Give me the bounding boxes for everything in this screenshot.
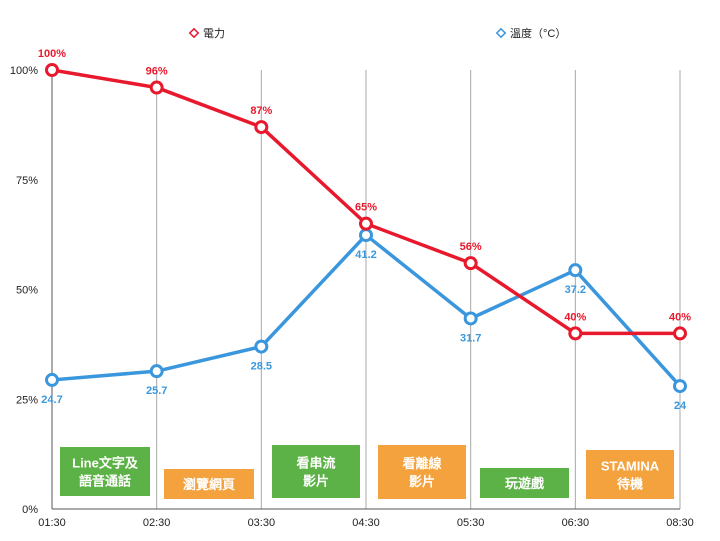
data-label-power: 87% — [250, 105, 272, 117]
data-label-power: 40% — [564, 311, 586, 323]
data-label-temperature: 41.2 — [355, 249, 376, 261]
data-point-temperature — [568, 263, 583, 278]
data-point-temperature — [463, 311, 478, 326]
x-tick-label: 05:30 — [457, 517, 485, 529]
legend-item-power: 電力 — [188, 27, 225, 40]
activity-box-bg — [60, 447, 150, 496]
data-point-temperature — [254, 339, 269, 354]
data-point-power — [568, 326, 583, 341]
y-tick-label: 25% — [16, 394, 38, 406]
legend-item-temperature: 溫度（°C） — [495, 26, 566, 40]
data-point-power — [463, 256, 478, 271]
series-layer: 24.7 25.7 28.5 41.2 31.7 37.2 24 100% 96% 87% 65% 5… — [38, 48, 691, 412]
activity-box: 玩遊戲 — [480, 468, 569, 498]
series-power: 100% 96% 87% 65% 56% 40% 40% — [38, 48, 691, 341]
x-tick-label: 01:30 — [38, 517, 66, 529]
data-point-power — [359, 216, 373, 231]
axes: 0% 25% 50% 75% 100% 01:30 02:30 03:30 04:30 05:30… — [10, 65, 694, 529]
data-label-power: 96% — [146, 66, 168, 78]
activity-box-bg — [272, 445, 360, 498]
activity-label: Line文字及 — [72, 456, 139, 471]
legend: 電力 溫度（°C） — [188, 26, 566, 40]
data-label-power: 100% — [38, 48, 66, 60]
x-tick-label: 04:30 — [352, 517, 380, 529]
activity-label: STAMINA — [601, 459, 660, 474]
legend-label-temperature: 溫度（°C） — [510, 26, 566, 40]
data-point-power — [673, 326, 687, 341]
legend-label-power: 電力 — [203, 27, 225, 40]
data-point-temperature — [149, 364, 164, 379]
activity-label: 瀏覽網頁 — [183, 477, 235, 492]
data-label-temperature: 31.7 — [460, 332, 481, 344]
data-label-temperature: 37.2 — [565, 284, 586, 296]
data-label-temperature: 24.7 — [41, 394, 62, 406]
activity-label: 語音通話 — [79, 474, 131, 489]
y-tick-label: 75% — [16, 175, 38, 187]
data-label-temperature: 28.5 — [251, 361, 272, 373]
legend-marker-power — [188, 27, 200, 39]
y-tick-label: 50% — [16, 285, 38, 297]
legend-marker-temperature — [495, 27, 507, 39]
grid-lines — [156, 70, 681, 509]
series-temperature: 24.7 25.7 28.5 41.2 31.7 37.2 24 — [41, 228, 687, 412]
x-tick-label: 02:30 — [143, 517, 171, 529]
data-point-temperature — [359, 228, 373, 243]
data-label-power: 56% — [460, 241, 482, 253]
activity-box-bg — [378, 445, 466, 499]
activity-box-bg — [586, 450, 674, 499]
data-label-temperature: 24 — [674, 400, 687, 412]
data-point-temperature — [673, 379, 687, 394]
y-tick-label: 100% — [10, 65, 38, 77]
activity-label: 影片 — [409, 474, 435, 489]
data-point-temperature — [45, 372, 59, 387]
y-tick-label: 0% — [22, 504, 38, 516]
data-label-power: 65% — [355, 202, 377, 214]
x-tick-label: 03:30 — [248, 517, 276, 529]
activity-box: 瀏覽網頁 — [164, 469, 254, 499]
data-point-power — [45, 63, 59, 77]
activity-box-bg — [164, 469, 254, 499]
data-point-power — [149, 80, 164, 95]
data-point-power — [254, 120, 269, 135]
activity-box: STAMINA 待機 — [586, 450, 674, 499]
x-tick-label: 08:30 — [666, 517, 694, 529]
data-label-power: 40% — [669, 311, 691, 323]
x-tick-label: 06:30 — [562, 517, 590, 529]
data-label-temperature: 25.7 — [146, 385, 167, 397]
activity-label: 看離線 — [402, 456, 442, 471]
activity-label: 玩遊戲 — [505, 476, 545, 491]
activity-box-bg — [480, 468, 569, 498]
activity-label: 影片 — [303, 474, 329, 489]
activity-label: 看串流 — [296, 456, 335, 471]
activity-label: 待機 — [616, 477, 643, 492]
